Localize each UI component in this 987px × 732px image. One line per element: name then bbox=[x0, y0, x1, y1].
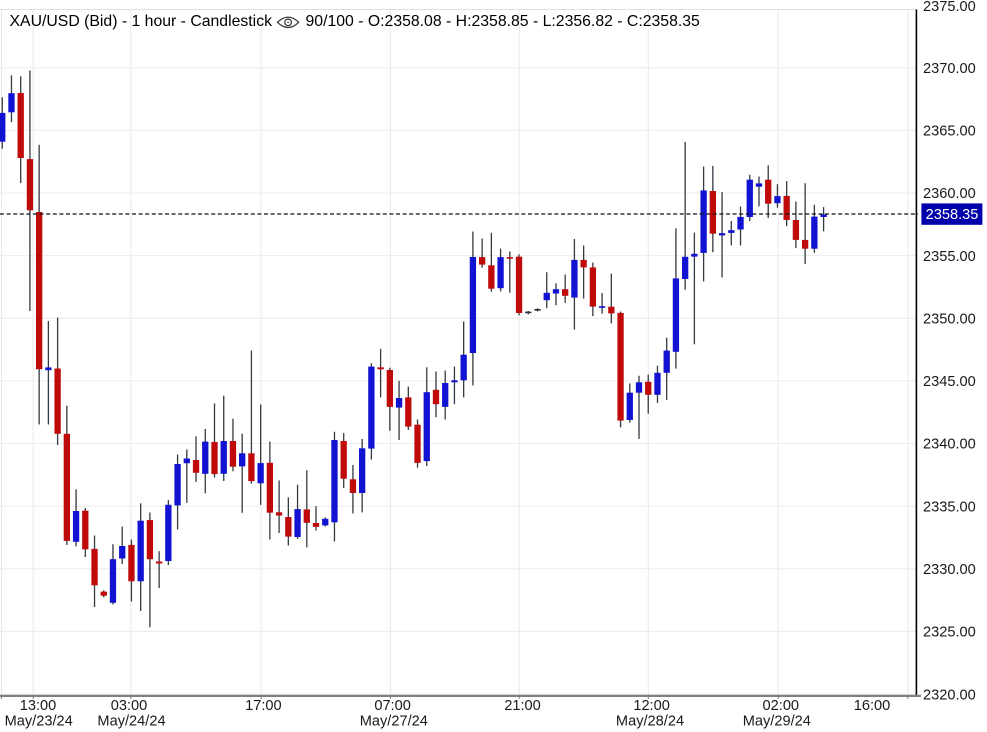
svg-text:2335.00: 2335.00 bbox=[923, 499, 976, 515]
svg-text:2370.00: 2370.00 bbox=[923, 61, 976, 77]
svg-text:2365.00: 2365.00 bbox=[923, 124, 976, 140]
svg-text:May/29/24: May/29/24 bbox=[743, 714, 811, 730]
svg-text:May/23/24: May/23/24 bbox=[5, 714, 73, 730]
svg-text:May/27/24: May/27/24 bbox=[360, 714, 428, 730]
svg-text:2320.00: 2320.00 bbox=[923, 687, 976, 703]
svg-text:07:00: 07:00 bbox=[374, 698, 411, 714]
svg-text:13:00: 13:00 bbox=[20, 698, 57, 714]
svg-text:03:00: 03:00 bbox=[111, 698, 148, 714]
svg-text:17:00: 17:00 bbox=[245, 698, 282, 714]
svg-text:12:00: 12:00 bbox=[633, 698, 670, 714]
svg-text:XAU/USD (Bid) - 1 hour - Candl: XAU/USD (Bid) - 1 hour - Candlestick bbox=[10, 13, 273, 30]
svg-text:2325.00: 2325.00 bbox=[923, 625, 976, 641]
svg-text:21:00: 21:00 bbox=[504, 698, 541, 714]
svg-text:90/100 - O:2358.08 - H:2358.85: 90/100 - O:2358.08 - H:2358.85 - L:2356.… bbox=[306, 13, 701, 30]
svg-text:2375.00: 2375.00 bbox=[923, 0, 976, 15]
svg-text:2350.00: 2350.00 bbox=[923, 312, 976, 328]
svg-text:2345.00: 2345.00 bbox=[923, 374, 976, 390]
svg-text:May/28/24: May/28/24 bbox=[616, 714, 684, 730]
svg-text:2340.00: 2340.00 bbox=[923, 437, 976, 453]
svg-text:2330.00: 2330.00 bbox=[923, 562, 976, 578]
svg-text:2355.00: 2355.00 bbox=[923, 249, 976, 265]
svg-text:2360.00: 2360.00 bbox=[923, 186, 976, 202]
svg-text:2358.35: 2358.35 bbox=[926, 207, 979, 223]
svg-text:02:00: 02:00 bbox=[763, 698, 800, 714]
svg-text:16:00: 16:00 bbox=[854, 698, 891, 714]
svg-text:May/24/24: May/24/24 bbox=[97, 714, 165, 730]
